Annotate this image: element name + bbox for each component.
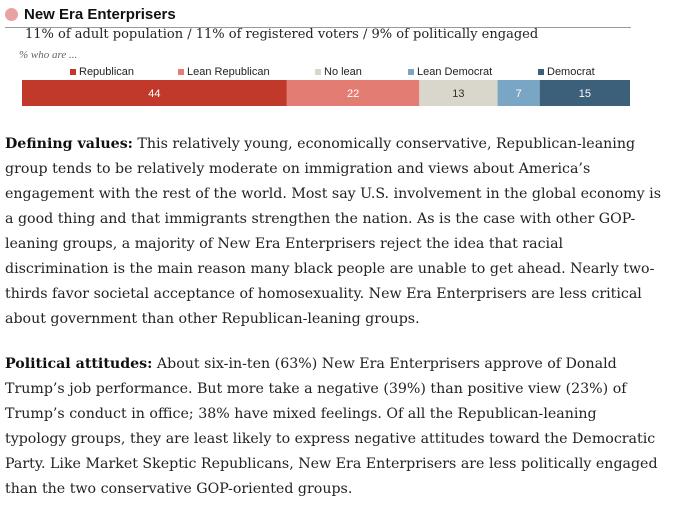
paragraph-line: a good thing and that immigrants strengt… [5,211,636,227]
legend-item-democrat: Democrat [538,66,595,78]
legend-label-lean-republican: Lean Republican [187,66,270,78]
bar-value-label-lean-republican: 22 [347,88,359,100]
paragraph-line: leaning groups, a majority of New Era En… [5,236,564,252]
political-attitudes-heading: Political attitudes: [5,356,153,372]
paragraph-line: than the two conservative GOP-oriented g… [5,481,353,497]
paragraph-line: Trump’s job performance. But more take a… [5,381,627,397]
group-subtitle: 11% of adult population / 11% of registe… [25,27,539,42]
paragraph-line: discrimination is the main reason many b… [5,261,655,277]
legend-label-republican: Republican [79,66,135,78]
title-row: New Era Enterprisers [5,4,176,24]
legend-item-lean-republican: Lean Republican [178,66,270,78]
group-title: New Era Enterprisers [24,5,176,23]
legend-item-no-lean: No lean [315,66,362,78]
defining-values-paragraph: Defining values: This relatively young, … [5,132,661,332]
paragraph-line: group tends to be relatively moderate on… [5,161,591,177]
paragraph-line: thirds favor societal acceptance of homo… [5,286,642,302]
bar-segment-lean-democrat [497,80,540,106]
legend-item-lean-democrat: Lean Democrat [408,66,492,78]
bar-value-label-no-lean: 13 [452,88,464,100]
paragraph-line: about government than other Republican-l… [5,311,420,327]
legend-item-republican: Republican [70,66,134,78]
paragraph-line: engagement with the rest of the world. M… [5,186,661,202]
political-attitudes-paragraph: Political attitudes: About six-in-ten (6… [5,352,658,502]
bar-segment-lean-republican [286,80,420,106]
stacked-bar-chart: 44 22 13 7 15 [22,80,630,106]
bar-value-label-republican: 44 [148,88,160,100]
paragraph-line: typology groups, they are least likely t… [5,431,656,447]
bar-segment-democrat [539,80,630,106]
bar-segment-no-lean [419,80,498,106]
legend-swatch-lean-republican [178,69,184,75]
defining-values-heading: Defining values: [5,136,133,152]
paragraph-line: Party. Like Market Skeptic Republicans, … [5,456,658,472]
legend-swatch-democrat [538,69,544,75]
legend-label-democrat: Democrat [547,66,595,78]
who-are-label: % who are ... [19,49,78,61]
group-dot-icon [5,7,18,21]
legend-swatch-republican [70,69,76,75]
paragraph-line: Trump’s conduct in office; 38% have mixe… [5,406,597,422]
chart-legend: Republican Lean Republican No lean Lean … [0,66,700,79]
bar-value-label-lean-democrat: 7 [516,88,522,100]
bar-value-label-democrat: 15 [579,88,591,100]
paragraph-line: Defining values: This relatively young, … [5,136,636,152]
legend-swatch-no-lean [315,69,321,75]
bar-segment-republican [22,80,287,106]
legend-swatch-lean-democrat [408,69,414,75]
legend-label-lean-democrat: Lean Democrat [417,66,493,78]
paragraph-line: Political attitudes: About six-in-ten (6… [5,356,617,372]
title-divider [5,27,631,28]
legend-label-no-lean: No lean [324,66,362,78]
